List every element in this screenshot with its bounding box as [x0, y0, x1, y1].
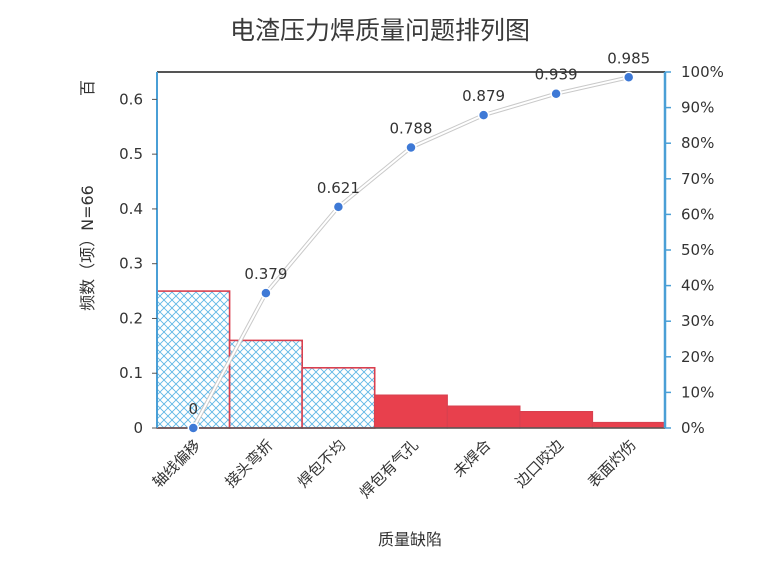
bar-5: [446, 405, 521, 429]
cumulative-point: [622, 71, 635, 84]
y-axis-left-label: 频数（项）N=66: [78, 185, 97, 311]
bars: [156, 290, 666, 429]
category-label: 未焊合: [450, 436, 495, 481]
left-tick-label: 0.1: [119, 364, 143, 382]
bar-7: [591, 421, 666, 429]
category-label: 表面灼伤: [584, 436, 639, 491]
cumulative-point: [477, 109, 490, 121]
axis-ticks: 0 0.1 0.2 0.3 0.4 0.5 0.6 0% 10% 20% 30% 40% 50% 60% 7…: [119, 63, 724, 437]
right-tick-label: 90%: [681, 99, 714, 117]
category-label: 焊包有气孔: [356, 436, 422, 502]
category-label: 接头弯折: [222, 436, 277, 491]
right-tick-label: 10%: [681, 383, 714, 401]
right-tick-label: 20%: [681, 348, 714, 366]
bar-3: [301, 366, 376, 429]
cumulative-data-label: 0.879: [462, 87, 505, 105]
cumulative-point: [260, 287, 272, 299]
left-tick-label: 0.4: [119, 200, 143, 218]
right-tick-label: 100%: [681, 63, 724, 81]
bar-4: [374, 394, 448, 429]
left-tick-label: 0.2: [119, 309, 143, 327]
x-axis-label: 质量缺陷: [378, 530, 442, 549]
cumulative-point: [550, 87, 562, 100]
cumulative-line: 0 0.379 0.621 0.788 0.879 0.939 0.985: [187, 49, 650, 434]
cumulative-data-label: 0.788: [390, 120, 433, 138]
right-tick-label: 40%: [681, 277, 714, 295]
left-tick-label: 0.6: [119, 90, 143, 108]
left-tick-label: 0: [133, 419, 143, 437]
right-tick-label: 0%: [681, 419, 705, 437]
chart-title: 电渣压力焊质量问题排列图: [230, 16, 530, 45]
cumulative-data-label: 0.985: [607, 49, 650, 67]
category-label: 焊包不均: [294, 436, 349, 491]
category-label: 边口咬边: [512, 436, 567, 491]
cumulative-data-label: 0.379: [244, 265, 287, 283]
cumulative-data-label: 0.939: [535, 66, 578, 84]
right-tick-label: 50%: [681, 241, 714, 259]
y-axis-right-label: 百: [78, 80, 97, 96]
right-tick-label: 30%: [681, 312, 714, 330]
cumulative-data-label: 0: [189, 400, 199, 418]
bar-6: [519, 411, 594, 429]
right-tick-label: 80%: [681, 134, 714, 152]
category-label: 轴线偏移: [149, 436, 204, 491]
cumulative-point: [405, 141, 417, 154]
cumulative-point: [187, 422, 200, 434]
cumulative-data-label: 0.621: [317, 179, 360, 197]
bar-2: [228, 339, 304, 429]
right-tick-label: 70%: [681, 170, 714, 188]
left-tick-label: 0.3: [119, 255, 143, 273]
bar-1: [156, 290, 231, 429]
right-tick-label: 60%: [681, 205, 714, 223]
cumulative-point: [332, 201, 345, 213]
category-labels: 轴线偏移 接头弯折 焊包不均 焊包有气孔 未焊合 边口咬边 表面灼伤: [149, 436, 640, 502]
left-tick-label: 0.5: [119, 145, 143, 163]
